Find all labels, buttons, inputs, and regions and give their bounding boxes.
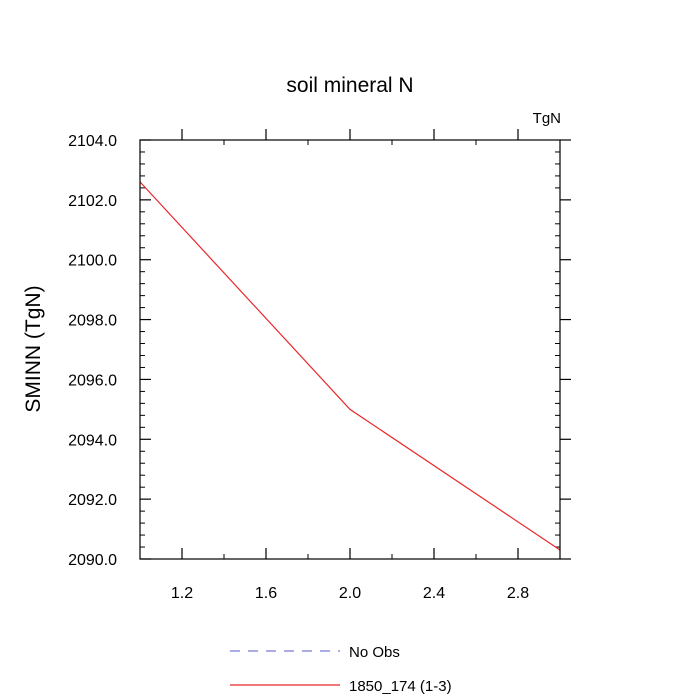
x-tick-label: 1.2 bbox=[171, 585, 193, 602]
y-tick-label: 2092.0 bbox=[68, 492, 117, 509]
y-tick-label: 2100.0 bbox=[68, 253, 117, 270]
legend: No Obs 1850_174 (1-3) bbox=[230, 644, 452, 695]
chart-title: soil mineral N bbox=[286, 74, 413, 97]
legend-label: 1850_174 (1-3) bbox=[349, 678, 452, 695]
y-tick-label: 2098.0 bbox=[68, 313, 117, 330]
series-lines bbox=[139, 181, 561, 551]
y-axis-label: SMINN (TgN) bbox=[22, 285, 45, 412]
y-tick-label: 2090.0 bbox=[68, 552, 117, 569]
major-ticks bbox=[140, 129, 571, 560]
legend-label: No Obs bbox=[349, 644, 400, 661]
y-tick-label: 2094.0 bbox=[68, 432, 117, 449]
y-tick-label: 2102.0 bbox=[68, 193, 117, 210]
y-tick-label: 2096.0 bbox=[68, 372, 117, 389]
x-tick-label: 2.4 bbox=[423, 585, 445, 602]
x-tick-label: 1.6 bbox=[255, 585, 277, 602]
plot-frame bbox=[139, 139, 561, 560]
minor-ticks bbox=[139, 140, 561, 559]
series-line bbox=[139, 181, 561, 551]
tick-labels: 1.2 1.6 2.0 2.4 2.8 2090.0 2092.0 2094.0 2096.0 2… bbox=[68, 133, 529, 602]
y-tick-label: 2104.0 bbox=[68, 133, 117, 150]
x-tick-label: 2.8 bbox=[507, 585, 529, 602]
units-label: TgN bbox=[533, 110, 561, 127]
x-tick-label: 2.0 bbox=[339, 585, 361, 602]
